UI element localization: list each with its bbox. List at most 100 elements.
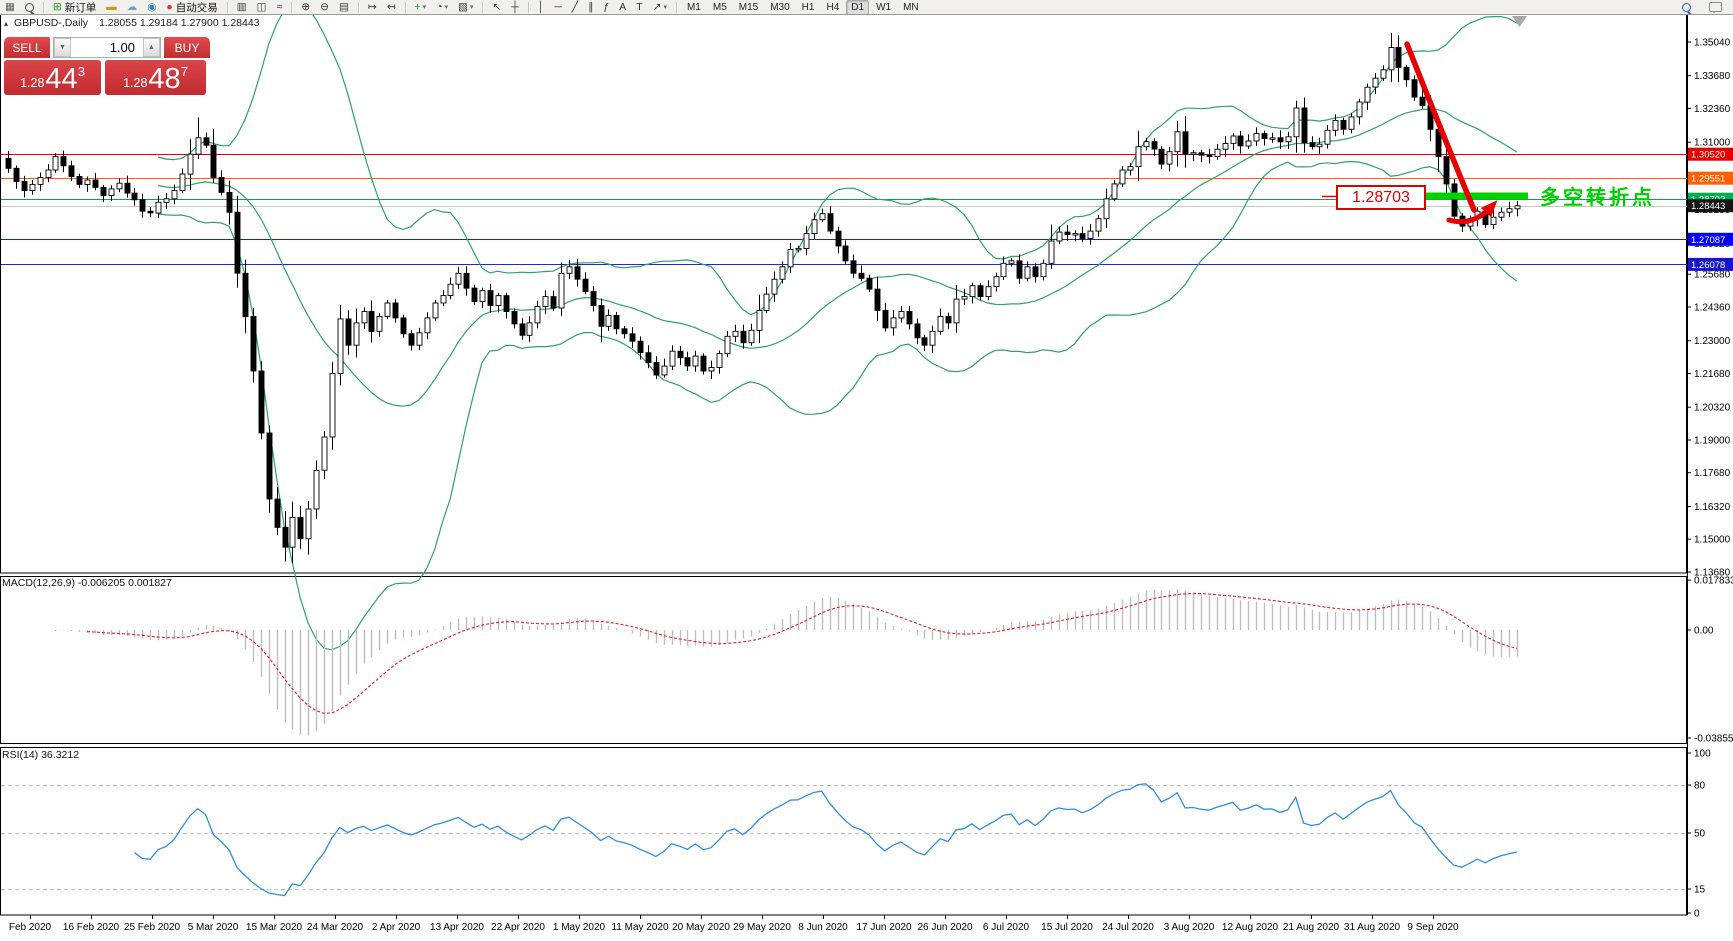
autotrading-button[interactable]: ● 自动交易 xyxy=(162,0,221,14)
timeframe-m5-label: M5 xyxy=(712,1,727,13)
trend-arrow-annotation[interactable] xyxy=(1322,41,1498,225)
svg-text:50: 50 xyxy=(1694,829,1706,840)
svg-text:22 Apr 2020: 22 Apr 2020 xyxy=(491,922,545,933)
zoom-in-button[interactable]: ⊕ xyxy=(297,0,314,14)
shapes-button[interactable]: ↗ ▾ xyxy=(649,0,671,14)
svg-text:15: 15 xyxy=(1694,885,1706,896)
panel-borders xyxy=(0,14,1733,916)
svg-text:12 Aug 2020: 12 Aug 2020 xyxy=(1222,922,1279,933)
zoom-out-button[interactable]: ⊖ xyxy=(316,0,333,14)
candle-chart-button[interactable]: ◫ xyxy=(253,0,271,14)
timeframe-w1-label: W1 xyxy=(876,1,892,13)
templates-button-icon: ▧ xyxy=(458,0,468,13)
highlight-bar[interactable] xyxy=(1423,192,1528,200)
one-click-trade-panel: SELL ▼ 1.00 ▲ BUY 1.28 44 3 1.28 48 7 xyxy=(4,37,210,95)
templates-button[interactable]: ▧ ▾ xyxy=(454,0,477,14)
text-button[interactable]: A xyxy=(615,0,630,14)
svg-text:1.35040: 1.35040 xyxy=(1694,38,1731,49)
svg-text:100: 100 xyxy=(1694,749,1711,760)
community-search-button[interactable] xyxy=(1678,0,1695,14)
cursor-button[interactable]: ↖ xyxy=(488,0,505,14)
svg-text:29 May 2020: 29 May 2020 xyxy=(733,922,791,933)
svg-text:8 Jun 2020: 8 Jun 2020 xyxy=(798,922,848,933)
svg-text:24 Mar 2020: 24 Mar 2020 xyxy=(307,922,364,933)
timeframe-m30[interactable]: M30 xyxy=(765,0,794,14)
channel-button-icon: ∥ xyxy=(588,0,594,13)
toolbar-separator xyxy=(291,1,293,13)
zoom-in-button-icon: ⊕ xyxy=(301,0,311,13)
svg-text:-0.038559: -0.038559 xyxy=(1694,733,1733,744)
time-axis[interactable]: Feb 2020 16 Feb 2020 25 Feb 2020 5 Mar 2020… xyxy=(9,915,1459,933)
timeframe-m15[interactable]: M15 xyxy=(734,0,763,14)
sell-price-sup: 3 xyxy=(77,64,85,79)
price-axis[interactable]: 1.350401.336801.323601.310001.296401.282… xyxy=(1687,38,1733,920)
timeframe-d1-label: D1 xyxy=(851,1,865,13)
timeframe-m1[interactable]: M1 xyxy=(682,0,706,14)
svg-text:1.31000: 1.31000 xyxy=(1694,138,1731,149)
toolbar-separator xyxy=(404,1,406,13)
buy-button[interactable]: BUY xyxy=(164,37,210,58)
scroll-to-end-button[interactable]: ↦ xyxy=(364,0,381,14)
new-order-button-label: 新订单 xyxy=(64,1,97,14)
svg-text:6 Jul 2020: 6 Jul 2020 xyxy=(983,922,1030,933)
horizontal-level-lines[interactable] xyxy=(1,154,1687,265)
timeframe-d1[interactable]: D1 xyxy=(846,0,870,14)
timeframe-h4[interactable]: H4 xyxy=(821,0,844,14)
timeframe-h1[interactable]: H1 xyxy=(797,0,820,14)
buy-price-tile[interactable]: 1.28 48 7 xyxy=(105,60,206,95)
svg-text:1.19000: 1.19000 xyxy=(1694,436,1731,447)
svg-text:31 Aug 2020: 31 Aug 2020 xyxy=(1344,922,1401,933)
volume-increase-button[interactable]: ▲ xyxy=(143,38,160,57)
chat-button[interactable] xyxy=(1705,0,1726,14)
chart-shift-button[interactable]: ↤ xyxy=(383,0,400,14)
sell-button[interactable]: SELL xyxy=(4,37,50,58)
cloud-icon-icon: ☁ xyxy=(126,0,138,13)
price-level-label[interactable]: 1.28703 xyxy=(1336,185,1426,210)
new-order-button[interactable]: ⊞ 新订单 xyxy=(49,0,100,14)
indicators-button[interactable]: + ▾ xyxy=(411,0,431,14)
tile-windows-button[interactable]: ▤ xyxy=(335,0,353,14)
chart-shift-marker[interactable] xyxy=(1512,16,1527,27)
svg-text:20 May 2020: 20 May 2020 xyxy=(672,922,730,933)
label-button[interactable]: T xyxy=(632,0,646,14)
timeframe-mn[interactable]: MN xyxy=(898,0,924,14)
new-chart-button[interactable]: ▦ xyxy=(1,0,19,14)
svg-text:1.20320: 1.20320 xyxy=(1694,403,1731,414)
volume-decrease-button[interactable]: ▼ xyxy=(54,38,71,57)
candlestick-series[interactable] xyxy=(5,32,1521,564)
timeframe-m30-label: M30 xyxy=(770,1,790,13)
svg-text:1.17680: 1.17680 xyxy=(1694,468,1731,479)
signal-icon[interactable]: ◉ xyxy=(143,0,160,14)
chart-search-button[interactable] xyxy=(21,0,38,14)
vertical-line-button[interactable]: │ xyxy=(534,0,549,14)
fibonacci-button[interactable]: ƒ xyxy=(599,0,613,14)
tile-windows-button-icon: ▤ xyxy=(338,0,349,13)
macd-label: MACD(12,26,9) -0.006205 0.001827 xyxy=(2,577,172,589)
timeframe-h4-label: H4 xyxy=(826,1,840,13)
channel-button[interactable]: ∥ xyxy=(584,0,597,14)
timeframe-w1[interactable]: W1 xyxy=(871,0,896,14)
periods-button[interactable]: ◔ ▾ xyxy=(432,0,452,14)
cloud-icon[interactable]: ☁ xyxy=(123,0,142,14)
timeframe-m5[interactable]: M5 xyxy=(708,0,732,14)
sell-price-tile[interactable]: 1.28 44 3 xyxy=(4,60,101,95)
rsi-indicator xyxy=(1,783,1687,897)
bollinger-bands xyxy=(157,3,1518,651)
trendline-button[interactable]: ╱ xyxy=(568,0,582,14)
volume-input[interactable]: 1.00 xyxy=(109,40,135,55)
toolbar-separator xyxy=(357,1,359,13)
line-chart-button[interactable]: ≈ xyxy=(273,0,287,14)
magnifier-icon xyxy=(1682,2,1691,12)
svg-text:0: 0 xyxy=(1694,909,1700,920)
bar-chart-button[interactable]: ▥ xyxy=(233,0,251,14)
svg-text:11 May 2020: 11 May 2020 xyxy=(611,922,669,933)
label-button-icon: T xyxy=(636,0,643,13)
market-watch-icon[interactable]: ▬ xyxy=(102,0,121,14)
turning-point-label[interactable]: 多空转折点 xyxy=(1540,187,1655,209)
horizontal-line-button[interactable]: ─ xyxy=(550,0,565,14)
svg-text:2 Apr 2020: 2 Apr 2020 xyxy=(372,922,421,933)
new-chart-button-icon: ▦ xyxy=(5,0,15,13)
crosshair-button[interactable]: ┼ xyxy=(507,0,522,14)
